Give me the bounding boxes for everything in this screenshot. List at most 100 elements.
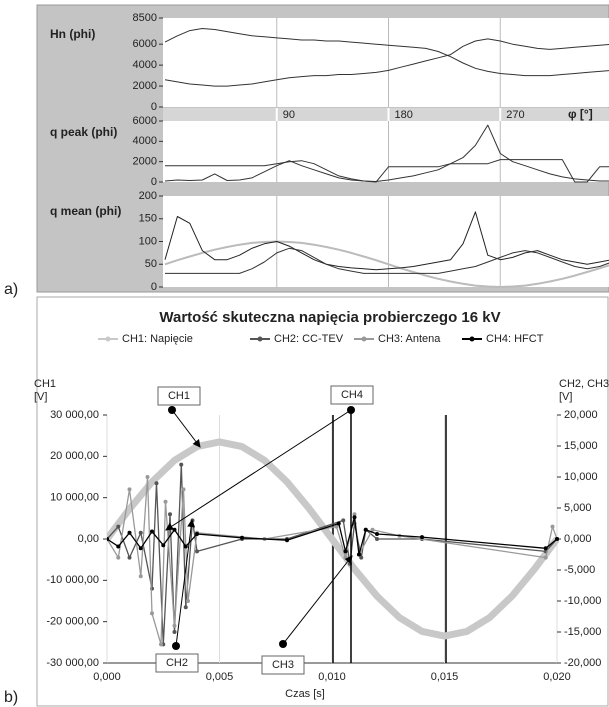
series-line bbox=[107, 516, 558, 556]
annotation: CH1 bbox=[168, 390, 190, 402]
point bbox=[138, 530, 143, 535]
point bbox=[116, 544, 121, 549]
annotation-dot bbox=[172, 642, 180, 650]
plot-area bbox=[163, 121, 609, 182]
band-gap bbox=[275, 108, 278, 121]
y-tick-label: 100 bbox=[139, 235, 157, 247]
y-tick-label: 10 000,00 bbox=[50, 492, 99, 504]
y-tick-label: 8500 bbox=[133, 12, 157, 24]
point bbox=[107, 537, 109, 541]
x-tick-label: 0,005 bbox=[206, 671, 234, 683]
legend-label: CH2: CC-TEV bbox=[274, 333, 344, 345]
point bbox=[186, 599, 190, 603]
annotation-arrow bbox=[282, 555, 353, 645]
x-tick-label: 270 bbox=[506, 109, 524, 121]
x-axis-label: φ [°] bbox=[568, 107, 593, 121]
y2-tick-label: 5,000 bbox=[564, 502, 592, 514]
point bbox=[285, 538, 289, 543]
y-tick-label: 200 bbox=[139, 190, 157, 202]
y-tick-label: 0 bbox=[151, 281, 157, 293]
point bbox=[172, 623, 177, 628]
point bbox=[343, 549, 348, 554]
y2-tick-label: 10,000 bbox=[564, 471, 598, 483]
point bbox=[555, 537, 559, 541]
y-tick-label: -20 000,00 bbox=[46, 616, 99, 628]
annotation-arrow bbox=[165, 409, 352, 531]
y-tick-label: 6000 bbox=[133, 115, 157, 127]
y2-tick-label: -10,000 bbox=[564, 595, 601, 607]
x-tick-label: 90 bbox=[283, 109, 295, 121]
y-tick-label: 0 bbox=[151, 101, 157, 113]
series bbox=[107, 438, 559, 647]
series-line bbox=[165, 247, 609, 274]
annotation: CH2 bbox=[166, 657, 188, 669]
point bbox=[357, 552, 361, 557]
point bbox=[127, 487, 132, 492]
x-tick-label: 180 bbox=[395, 109, 413, 121]
y2-axis-label: CH2, CH3, CH4 bbox=[559, 378, 609, 390]
y-tick-label: 50 bbox=[145, 258, 157, 270]
phase-band bbox=[163, 108, 609, 121]
point bbox=[168, 512, 172, 517]
annotation: CH3 bbox=[272, 659, 294, 671]
legend-marker bbox=[469, 336, 475, 342]
point bbox=[116, 524, 121, 529]
point bbox=[375, 532, 379, 537]
legend-label: CH1: Napięcie bbox=[122, 333, 193, 345]
series-line bbox=[164, 28, 609, 77]
series-line bbox=[164, 211, 609, 271]
point bbox=[336, 521, 341, 526]
point bbox=[543, 546, 548, 551]
plot-area bbox=[163, 196, 609, 287]
series-line bbox=[164, 240, 609, 288]
x-tick-label: 0,000 bbox=[93, 671, 121, 683]
series-line bbox=[164, 38, 609, 87]
point bbox=[183, 605, 188, 610]
point bbox=[334, 524, 339, 529]
legend-marker bbox=[257, 336, 263, 342]
point bbox=[163, 499, 168, 504]
panel-b-frame bbox=[36, 296, 609, 707]
panel-label: a) bbox=[4, 281, 18, 298]
y2-tick-label: -20,000 bbox=[564, 657, 601, 669]
panel-label: b) bbox=[4, 689, 18, 706]
point bbox=[190, 518, 195, 523]
x-axis-label: Czas [s] bbox=[285, 688, 325, 700]
point bbox=[195, 549, 199, 554]
y-tick-label: 2000 bbox=[133, 80, 157, 92]
legend-marker bbox=[361, 336, 367, 342]
point bbox=[150, 529, 154, 534]
plot-area bbox=[163, 18, 609, 107]
point bbox=[161, 543, 166, 548]
point bbox=[352, 512, 357, 517]
y-tick-label: 4000 bbox=[133, 135, 157, 147]
annotation: CH4 bbox=[341, 389, 363, 401]
y-tick-label: 30 000,00 bbox=[50, 409, 99, 421]
legend-label: CH3: Antena bbox=[378, 333, 441, 345]
y-tick-label: -10 000,00 bbox=[46, 574, 99, 586]
point bbox=[181, 487, 186, 492]
point bbox=[420, 535, 424, 540]
point bbox=[145, 475, 150, 479]
y-tick-label: 2000 bbox=[133, 156, 157, 168]
point bbox=[375, 537, 379, 541]
y-tick-label: 6000 bbox=[133, 38, 157, 50]
point bbox=[195, 532, 199, 537]
annotation-box bbox=[330, 385, 374, 405]
y-axis-label: [V] bbox=[34, 391, 47, 403]
y-tick-label: 4000 bbox=[133, 59, 157, 71]
annotation-dot bbox=[168, 406, 176, 414]
point bbox=[183, 544, 188, 549]
y2-axis-label: [V] bbox=[559, 391, 572, 403]
plots bbox=[163, 18, 609, 288]
point bbox=[150, 611, 154, 616]
y2-tick-label: 20,000 bbox=[564, 409, 598, 421]
point bbox=[116, 555, 121, 560]
y-axis-label: q mean (phi) bbox=[50, 204, 121, 218]
y2-tick-label: 15,000 bbox=[564, 440, 598, 452]
x-tick-label: 0,020 bbox=[543, 671, 571, 683]
legend-label: CH4: HFCT bbox=[486, 333, 544, 345]
point bbox=[127, 555, 132, 560]
y-tick-label: 150 bbox=[139, 213, 157, 225]
